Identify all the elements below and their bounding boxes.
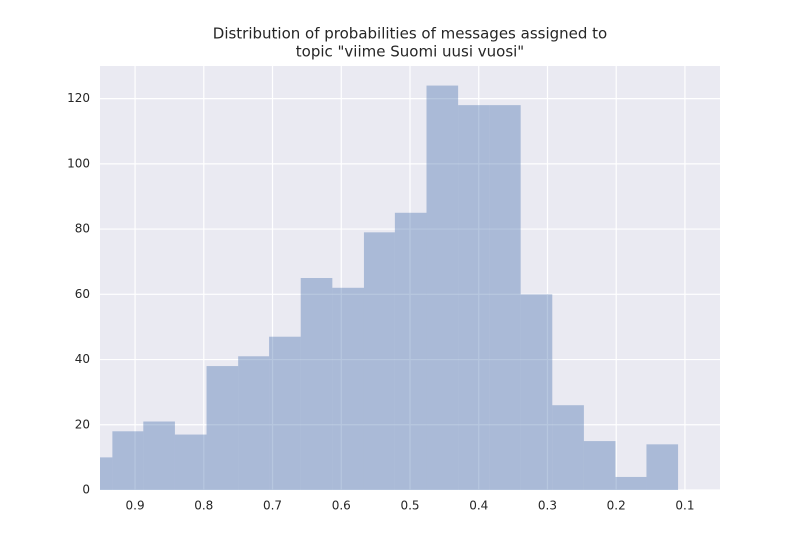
bar bbox=[332, 287, 364, 490]
y-tick-label: 120 bbox=[67, 91, 90, 105]
y-tick-label: 40 bbox=[75, 352, 90, 366]
x-tick-label: 0.7 bbox=[263, 499, 282, 513]
bar bbox=[363, 232, 395, 490]
bar bbox=[520, 294, 553, 490]
grid bbox=[100, 66, 720, 491]
chart-title: Distribution of probabilities of message… bbox=[213, 25, 607, 43]
x-tick-label: 0.1 bbox=[675, 499, 694, 513]
bar bbox=[143, 421, 175, 490]
bar bbox=[489, 105, 521, 490]
bar bbox=[615, 476, 647, 490]
bar bbox=[238, 356, 270, 490]
bar bbox=[300, 278, 333, 490]
y-tick-label: 80 bbox=[75, 222, 90, 236]
bar bbox=[112, 431, 144, 490]
x-tick-label: 0.2 bbox=[607, 499, 626, 513]
x-tick-label: 0.8 bbox=[194, 499, 213, 513]
x-tick-label: 0.5 bbox=[400, 499, 419, 513]
y-tick-label: 100 bbox=[67, 156, 90, 170]
bar bbox=[552, 405, 584, 490]
bar bbox=[206, 366, 239, 490]
bar bbox=[269, 336, 301, 490]
y-tick-label: 60 bbox=[75, 287, 90, 301]
y-tick-label: 0 bbox=[82, 483, 90, 497]
x-tick-label: 0.3 bbox=[538, 499, 557, 513]
x-tick-label: 0.4 bbox=[469, 499, 488, 513]
bar bbox=[458, 105, 490, 490]
y-tick-label: 20 bbox=[75, 417, 90, 431]
x-tick-label: 0.9 bbox=[126, 499, 145, 513]
bar bbox=[394, 212, 427, 490]
labels: 0 20 40 60 80 100 120 0.9 0.8 0.7 0.6 0.5 0.4 0.3 0.2 0… bbox=[67, 91, 694, 512]
bar bbox=[426, 85, 459, 490]
bar bbox=[100, 457, 113, 490]
bars bbox=[100, 85, 679, 490]
chart-title: topic "viime Suomi uusi vuosi" bbox=[296, 43, 524, 61]
bar bbox=[174, 434, 207, 490]
x-tick-label: 0.6 bbox=[332, 499, 351, 513]
bar bbox=[646, 444, 679, 490]
bar bbox=[583, 441, 616, 490]
